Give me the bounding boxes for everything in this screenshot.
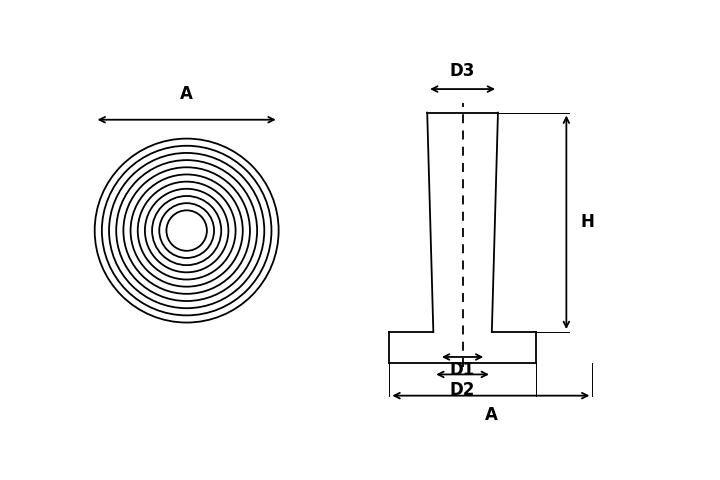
Text: A: A — [485, 406, 498, 423]
Text: H: H — [580, 213, 595, 231]
Text: D3: D3 — [450, 62, 475, 80]
Text: D1: D1 — [450, 361, 475, 379]
Text: A: A — [180, 85, 193, 103]
Text: D2: D2 — [450, 381, 475, 398]
